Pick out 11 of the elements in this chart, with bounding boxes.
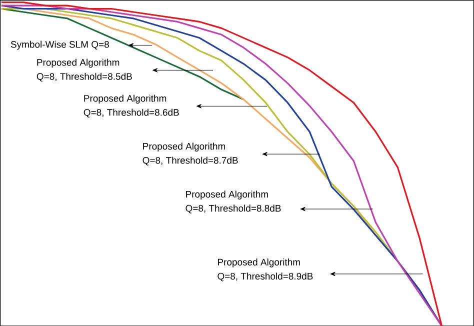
annotation: Q=8, Threshold=8.8dB bbox=[186, 204, 281, 214]
annotation: Q=8, Threshold=8.7dB bbox=[142, 156, 238, 166]
annotation: Symbol-Wise SLM Q=8 bbox=[10, 40, 109, 50]
annotation: Proposed Algorithm bbox=[143, 142, 226, 152]
annotation: Proposed Algorithm bbox=[84, 94, 166, 104]
annotation: Q=8, Threshold=8.5dB bbox=[36, 72, 132, 82]
annotation: Q=8, Threshold=8.9dB bbox=[218, 272, 313, 282]
annotation: Proposed Algorithm bbox=[186, 190, 268, 200]
annotation: Q=8, Threshold=8.6dB bbox=[84, 108, 179, 118]
annotation: Proposed Algorithm bbox=[37, 58, 120, 68]
annotation: Proposed Algorithm bbox=[218, 258, 300, 268]
